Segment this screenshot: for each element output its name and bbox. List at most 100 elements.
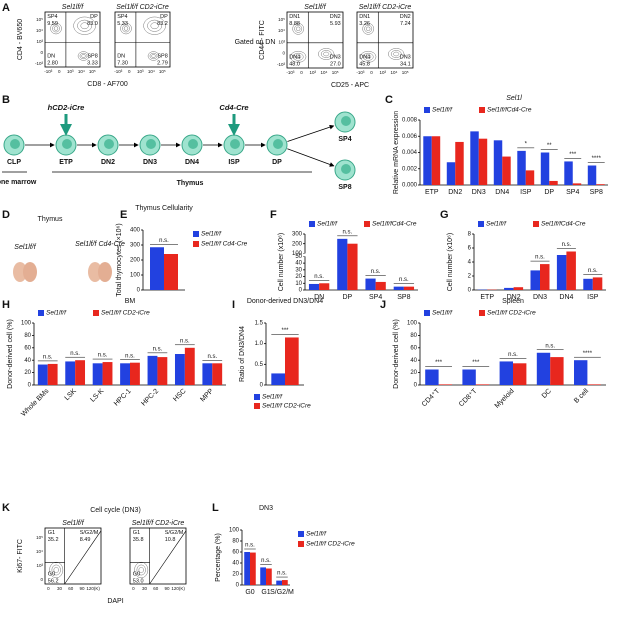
significance: n.s. xyxy=(343,229,353,235)
significance: n.s. xyxy=(43,354,53,360)
flow-frame xyxy=(114,11,171,68)
bar xyxy=(499,361,513,385)
y-tick-label: 0 xyxy=(137,288,141,294)
legend-label: Sel1lf/f xyxy=(201,231,222,238)
y-tick-label: 100 xyxy=(130,273,141,279)
bar xyxy=(365,278,376,290)
gate-value: 7.30 xyxy=(117,60,128,66)
y-axis-label: Cell number (x10⁶) xyxy=(447,233,454,292)
significance: ** xyxy=(547,143,552,149)
gate-value: 9.59 xyxy=(47,21,58,27)
x-tick-label: ETP xyxy=(480,294,494,301)
contour xyxy=(143,16,166,35)
legend-label: Sel1lf/f xyxy=(432,310,453,317)
bar xyxy=(583,278,593,290)
bar xyxy=(478,138,488,185)
flow-ytick: 10⁵ xyxy=(36,17,43,22)
bar xyxy=(504,287,514,290)
gate-name: DN2 xyxy=(400,14,411,20)
y-tick-label: 2 xyxy=(468,274,472,280)
contour xyxy=(292,22,305,35)
flow-xtick: 10³ xyxy=(310,70,317,75)
y-tick-label: 100 xyxy=(21,321,32,327)
bar xyxy=(212,363,223,385)
thymus-lobe xyxy=(13,262,27,282)
y-tick-label: 0.5 xyxy=(255,362,264,368)
x-tick-label: CD4⁺T xyxy=(421,387,442,408)
contour xyxy=(364,24,373,33)
flow-xtick: -10³ xyxy=(356,70,365,75)
y-tick-label: 80 xyxy=(232,539,239,545)
gate-line xyxy=(64,530,102,585)
flow-xlabel: DAPI xyxy=(107,598,123,605)
bar xyxy=(147,355,158,385)
y-axis-label: Percentage (%) xyxy=(215,533,222,582)
gate-value: 8.49 xyxy=(80,537,91,543)
flow-ytick: 10⁴ xyxy=(36,549,43,554)
cell-nucleus xyxy=(341,116,351,126)
panel-label: I xyxy=(232,299,235,311)
chart-title: Sel1l xyxy=(506,95,522,102)
flow-xtick: 0 xyxy=(47,586,50,591)
flow-ytick: 10³ xyxy=(36,563,43,568)
significance: n.s. xyxy=(125,353,135,359)
flow-ylabel: Ki67- FITC xyxy=(17,539,24,573)
flow-ytick: 10³ xyxy=(278,39,285,44)
legend-swatch xyxy=(298,541,304,547)
cell-nucleus xyxy=(341,164,351,174)
significance: n.s. xyxy=(371,269,381,275)
bar xyxy=(423,136,432,185)
contour xyxy=(77,19,92,32)
bar xyxy=(65,361,76,385)
flow-xtick: 120(K) xyxy=(86,586,100,591)
contour xyxy=(52,24,60,33)
gate-name: DN3 xyxy=(330,54,341,60)
gate-name: SP8 xyxy=(157,53,167,59)
panel-label: C xyxy=(385,94,393,106)
contour xyxy=(53,567,59,573)
y-tick-label: 100 xyxy=(292,251,303,257)
bar xyxy=(120,363,130,385)
bar xyxy=(592,277,603,290)
cell-nucleus xyxy=(10,139,20,149)
bar xyxy=(556,255,567,290)
contour xyxy=(295,54,302,60)
bar xyxy=(266,568,272,585)
gate-value: 5.33 xyxy=(117,21,128,27)
node-label: DN3 xyxy=(143,159,157,166)
gate-value: 2.80 xyxy=(47,60,58,66)
flow-title: Cell cycle (DN3) xyxy=(90,507,141,514)
flow-xtick: 60 xyxy=(153,586,159,591)
flow-xtick: 0 xyxy=(58,69,61,74)
bar xyxy=(572,183,582,185)
y-tick-label: 0.008 xyxy=(402,118,418,124)
contour xyxy=(122,24,130,33)
x-tick-label: S/G2/M xyxy=(270,589,294,596)
y-tick-label: 40 xyxy=(410,358,417,364)
y-axis-label: Ratio of DN3/DN4 xyxy=(239,326,246,382)
flow-xtick: 0 xyxy=(370,70,373,75)
contour xyxy=(362,52,374,61)
contour xyxy=(292,52,304,61)
flow-ytick: 0 xyxy=(40,577,43,582)
gate-value: 48.0 xyxy=(289,61,300,67)
flow-xtick: 90 xyxy=(79,586,85,591)
legend-swatch xyxy=(193,241,199,247)
x-tick-label: DN3 xyxy=(472,189,486,196)
gate-name: G0 xyxy=(48,571,55,577)
photo-label: Sel1lf/f xyxy=(14,244,36,251)
contour xyxy=(318,48,335,60)
x-tick-label: ISP xyxy=(587,294,599,301)
x-tick-label: LSK xyxy=(64,388,79,403)
gate-value: 7.24 xyxy=(400,21,411,27)
significance: n.s. xyxy=(314,274,324,280)
bar xyxy=(174,354,185,385)
thymus-lobe xyxy=(98,262,112,282)
panel-label: E xyxy=(120,209,127,221)
gate-name: DN4 xyxy=(359,54,370,60)
y-tick-label: 40 xyxy=(232,561,239,567)
thymus-lobe xyxy=(88,262,102,282)
y-tick-label: 0.006 xyxy=(402,134,418,140)
significance: n.s. xyxy=(153,346,163,352)
thymus-lobe xyxy=(23,262,37,282)
